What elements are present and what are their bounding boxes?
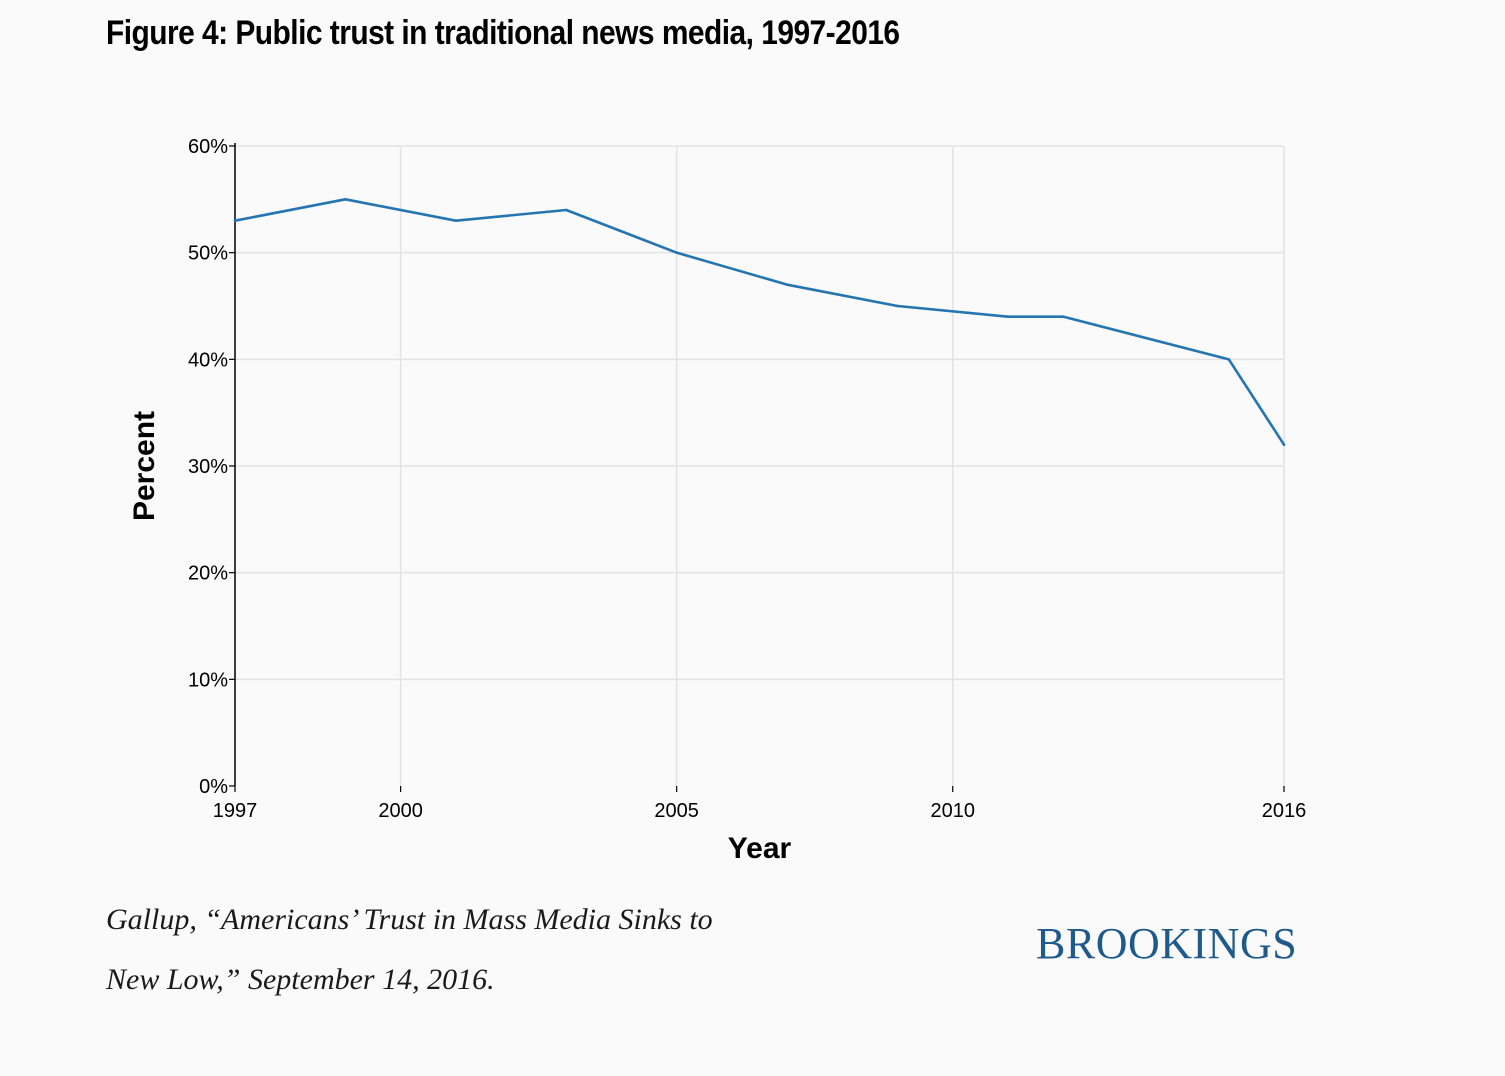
- data-point: [454, 219, 458, 222]
- source-line-1: Gallup, “Americans’ Trust in Mass Media …: [106, 903, 713, 936]
- data-point: [1061, 315, 1065, 318]
- data-point: [344, 198, 347, 201]
- source-line-2: New Low,” September 14, 2016.: [106, 963, 495, 996]
- data-point: [1282, 443, 1286, 446]
- x-tick-label: 1997: [213, 800, 258, 822]
- y-tick-label: 0%: [199, 776, 228, 798]
- x-tick-label: 2010: [930, 800, 975, 822]
- x-tick-label: 2016: [1262, 800, 1307, 822]
- y-axis-title: Percent: [128, 411, 161, 521]
- data-point: [675, 251, 678, 254]
- y-tick-label: 30%: [188, 456, 228, 478]
- brookings-logo: BROOKINGS: [1036, 919, 1298, 968]
- source-citation: Gallup, “Americans’ Trust in Mass Media …: [106, 890, 713, 1010]
- data-point: [1227, 358, 1231, 361]
- series-group: [233, 198, 1286, 446]
- y-tick-label: 40%: [188, 349, 228, 371]
- x-tick-label: 2005: [654, 800, 699, 822]
- y-tick-label: 10%: [188, 669, 228, 691]
- data-point: [896, 304, 899, 308]
- data-point: [233, 219, 237, 222]
- data-point: [1006, 315, 1010, 318]
- x-axis-title: Year: [728, 832, 792, 865]
- x-tick-label: 2000: [378, 800, 423, 822]
- horizontal-gridlines: [235, 145, 1284, 681]
- chart-title: Figure 4: Public trust in traditional ne…: [106, 14, 900, 52]
- y-tick-label: 60%: [188, 136, 228, 158]
- y-axis-ticks: 0% 10% 20% 30% 40% 50% 60%: [188, 136, 235, 798]
- y-tick-label: 20%: [188, 563, 228, 585]
- data-point: [785, 283, 789, 286]
- x-axis-ticks: 1997 2000 2005 2010 2016: [213, 786, 1307, 822]
- y-tick-label: 50%: [188, 243, 228, 265]
- data-point: [564, 208, 568, 212]
- series-line: [233, 198, 1286, 446]
